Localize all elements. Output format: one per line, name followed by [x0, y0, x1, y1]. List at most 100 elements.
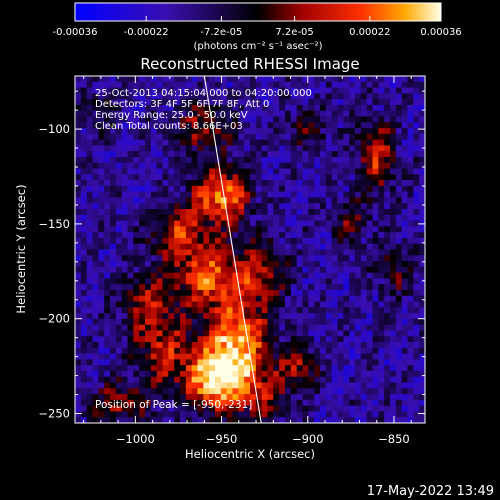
heatmap-cell [98, 417, 105, 423]
heatmap-cell [250, 405, 257, 413]
heatmap-cell [203, 122, 210, 129]
heatmap-cell [384, 295, 391, 303]
heatmap-cell [267, 272, 274, 280]
heatmap-cell [384, 220, 391, 227]
heatmap-cell [360, 313, 368, 320]
heatmap-cell [395, 81, 403, 89]
heatmap-cell [401, 191, 409, 199]
heatmap-cell [203, 214, 210, 222]
heatmap-cell [98, 81, 105, 89]
heatmap-cell [273, 81, 280, 89]
heatmap-cell [378, 81, 385, 89]
heatmap-cell [401, 261, 409, 268]
heatmap-cell [261, 116, 269, 123]
heatmap-cell [407, 104, 414, 112]
heatmap-cell [238, 87, 245, 94]
heatmap-cell [285, 87, 292, 94]
heatmap-cell [273, 122, 280, 129]
heatmap-cell [337, 324, 344, 332]
heatmap-cell [115, 93, 123, 100]
heatmap-cell [191, 394, 199, 401]
heatmap-cell [191, 214, 199, 222]
heatmap-cell [401, 185, 409, 193]
heatmap-cell [110, 266, 117, 274]
heatmap-cell [360, 139, 368, 146]
y-tick-label: −150 [38, 217, 70, 231]
heatmap-cell [110, 405, 117, 413]
heatmap-cell [127, 93, 134, 100]
heatmap-cell [80, 266, 88, 274]
heatmap-cell [139, 185, 146, 193]
heatmap-cell [104, 266, 111, 274]
heatmap-cell [180, 261, 187, 268]
heatmap-cell [92, 313, 99, 320]
heatmap-cell [273, 301, 280, 308]
heatmap-cell [296, 180, 304, 187]
heatmap-cell [238, 99, 245, 106]
heatmap-cell [75, 76, 82, 83]
heatmap-cell [279, 336, 286, 343]
heatmap-cell [419, 197, 425, 204]
heatmap-cell [168, 295, 175, 303]
heatmap-cell [197, 255, 204, 262]
heatmap-cell [413, 81, 420, 89]
heatmap-cell [378, 185, 385, 193]
heatmap-cell [390, 289, 397, 297]
heatmap-cell [390, 318, 397, 326]
heatmap-cell [384, 156, 391, 164]
heatmap-cell [273, 180, 280, 187]
heatmap-cell [285, 93, 292, 100]
heatmap-cell [75, 185, 82, 193]
heatmap-cell [244, 243, 251, 251]
heatmap-cell [92, 174, 99, 181]
heatmap-cell [372, 156, 379, 164]
heatmap-cell [355, 313, 362, 320]
heatmap-cell [191, 87, 199, 94]
heatmap-cell [302, 289, 309, 297]
heatmap-cell [308, 93, 315, 100]
heatmap-cell [75, 301, 82, 308]
heatmap-cell [104, 93, 111, 100]
heatmap-cell [133, 289, 140, 297]
heatmap-cell [238, 365, 245, 372]
heatmap-cell [296, 162, 304, 170]
heatmap-cell [133, 226, 140, 233]
heatmap-cell [220, 388, 228, 395]
heatmap-cell [121, 87, 129, 94]
heatmap-cell [390, 156, 397, 164]
heatmap-cell [355, 156, 362, 164]
heatmap-cell [267, 139, 274, 146]
heatmap-cell [378, 99, 385, 106]
heatmap-cell [121, 156, 129, 164]
heatmap-cell [290, 318, 298, 326]
heatmap-cell [121, 128, 129, 135]
heatmap-cell [261, 197, 269, 204]
heatmap-cell [110, 399, 117, 407]
heatmap-cell [232, 405, 239, 413]
heatmap-cell [244, 261, 251, 268]
heatmap-cell [145, 197, 152, 204]
heatmap-cell [220, 197, 228, 204]
heatmap-cell [349, 87, 356, 94]
heatmap-cell [296, 87, 304, 94]
heatmap-cell [191, 376, 199, 384]
heatmap-cell [220, 133, 228, 141]
heatmap-cell [86, 261, 94, 268]
heatmap-cell [314, 324, 321, 332]
heatmap-cell [121, 353, 129, 360]
heatmap-cell [273, 318, 280, 326]
heatmap-cell [80, 76, 88, 83]
heatmap-cell [255, 237, 263, 245]
heatmap-cell [92, 104, 99, 112]
heatmap-cell [343, 249, 350, 256]
heatmap-cell [133, 99, 140, 106]
heatmap-cell [174, 342, 181, 349]
heatmap-cell [407, 405, 414, 413]
heatmap-cell [407, 128, 414, 135]
heatmap-cell [320, 249, 327, 256]
heatmap-cell [226, 261, 234, 268]
heatmap-cell [407, 278, 414, 285]
heatmap-cell [191, 411, 199, 418]
heatmap-cell [320, 116, 327, 123]
heatmap-cell [209, 87, 216, 94]
